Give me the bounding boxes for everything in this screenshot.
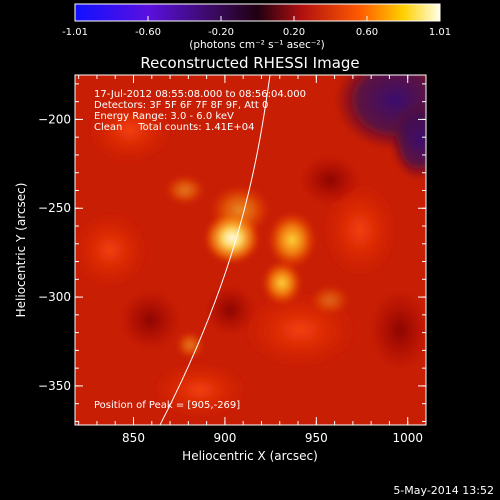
info-clean-counts: Clean Total counts: 1.41E+04 <box>94 122 254 133</box>
colorbar-gradient <box>74 3 441 22</box>
colorbar-tick-label: 1.01 <box>429 27 451 38</box>
colorbar-tick-label: 0.60 <box>356 27 378 38</box>
y-tick-label: −300 <box>38 290 71 304</box>
y-tick-label: −250 <box>38 201 71 215</box>
y-tick-label: −200 <box>38 112 71 126</box>
colorbar-units: (photons cm⁻² s⁻¹ asec⁻²) <box>189 39 324 51</box>
info-time-range: 17-Jul-2012 08:55:08.000 to 08:56:04.000 <box>94 89 306 100</box>
info-detectors: Detectors: 3F 5F 6F 7F 8F 9F, Att 0 <box>94 100 268 111</box>
info-energy-range: Energy Range: 3.0 - 6.0 keV <box>94 111 234 122</box>
solar-limb-line <box>159 75 271 425</box>
x-tick-label: 900 <box>213 431 236 445</box>
rhessi-image <box>75 75 426 425</box>
colorbar: -1.01 -0.60 -0.20 0.20 0.60 1.01 (photons cm⁻… <box>62 3 451 51</box>
info-block: 17-Jul-2012 08:55:08.000 to 08:56:04.000… <box>94 89 306 133</box>
footer-date: 5-May-2014 13:52 <box>393 484 494 497</box>
colorbar-tick-label: 0.20 <box>283 27 305 38</box>
colorbar-tick-label: -0.60 <box>135 27 161 38</box>
peak-position-label: Position of Peak = [905,-269] <box>94 400 240 411</box>
x-axis-label: Heliocentric X (arcsec) <box>182 449 318 463</box>
colorbar-tick-label: -1.01 <box>62 27 88 38</box>
colorbar-tick-label: -0.20 <box>208 27 234 38</box>
plot-title: Reconstructed RHESSI Image <box>140 54 359 72</box>
x-tick-label: 850 <box>122 431 145 445</box>
x-tick-label: 950 <box>305 431 328 445</box>
plot-frame <box>74 74 427 426</box>
y-axis-label: Heliocentric Y (arcsec) <box>14 183 28 318</box>
x-tick-label: 1000 <box>392 431 423 445</box>
y-tick-label: −350 <box>38 379 71 393</box>
